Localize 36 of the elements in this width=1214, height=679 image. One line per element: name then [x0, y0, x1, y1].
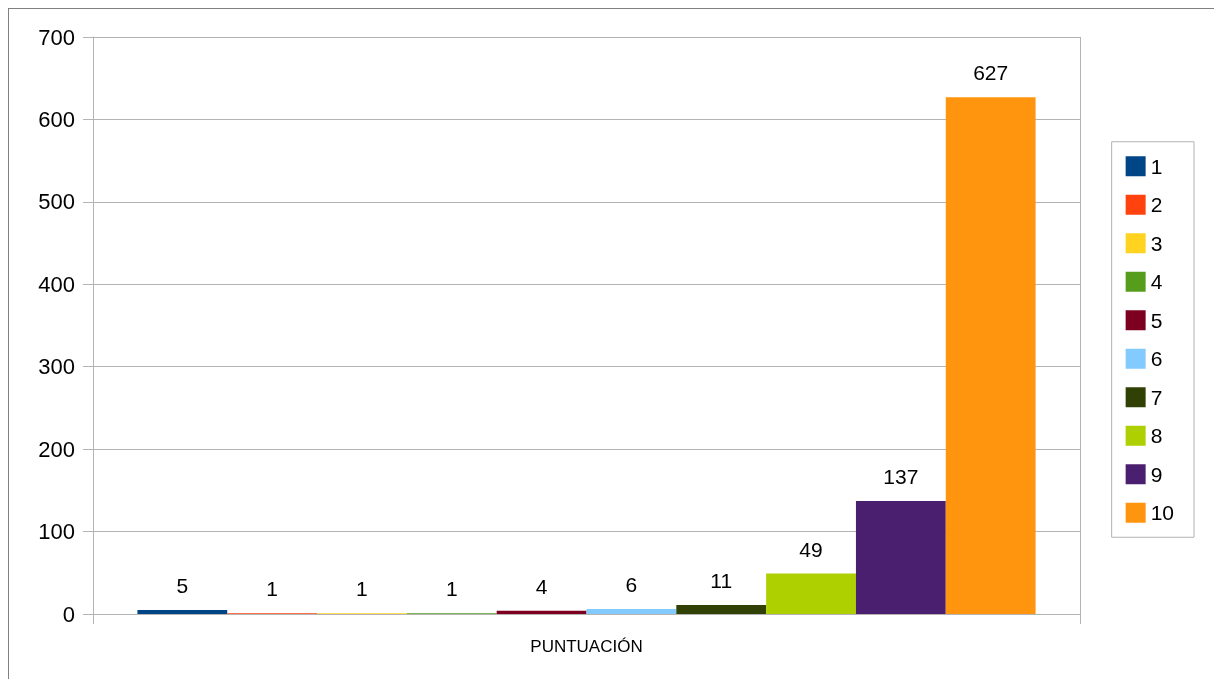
- legend-label: 9: [1150, 462, 1163, 486]
- legend-label: 10: [1150, 501, 1174, 525]
- legend-label: 4: [1150, 270, 1163, 294]
- y-tick-label: 100: [38, 519, 75, 545]
- data-label: 1: [445, 577, 458, 601]
- data-label: 137: [883, 465, 919, 489]
- x-tick-label: PUNTUACIÓN: [530, 637, 643, 656]
- data-label: 1: [356, 577, 368, 601]
- bar: [586, 609, 677, 614]
- data-label: 1: [266, 577, 278, 601]
- legend-label: 7: [1150, 385, 1163, 409]
- data-label: 5: [176, 573, 189, 597]
- legend-label: 8: [1150, 424, 1163, 448]
- bar: [676, 604, 767, 614]
- legend-label: 3: [1150, 231, 1163, 255]
- data-label: 11: [710, 568, 733, 592]
- legend-label: 1: [1150, 154, 1163, 178]
- y-tick-label: 700: [38, 24, 75, 50]
- y-tick-label: 500: [38, 189, 75, 215]
- y-tick-label: 300: [38, 354, 75, 380]
- y-tick-label: 600: [38, 106, 75, 132]
- bar: [766, 573, 856, 614]
- y-tick-label: 200: [38, 436, 75, 462]
- y-tick-label: 0: [62, 601, 75, 627]
- y-tick-label: 400: [38, 271, 75, 297]
- legend-label: 6: [1150, 347, 1163, 371]
- data-label: 6: [625, 573, 638, 597]
- data-label: 49: [799, 537, 823, 561]
- legend-label: 5: [1150, 308, 1163, 332]
- bar: [496, 610, 587, 614]
- bar: [137, 609, 228, 614]
- bar: [855, 501, 946, 614]
- bar: [945, 97, 1036, 614]
- data-label: 627: [973, 61, 1009, 85]
- legend-label: 2: [1150, 193, 1163, 217]
- data-label: 4: [535, 574, 548, 598]
